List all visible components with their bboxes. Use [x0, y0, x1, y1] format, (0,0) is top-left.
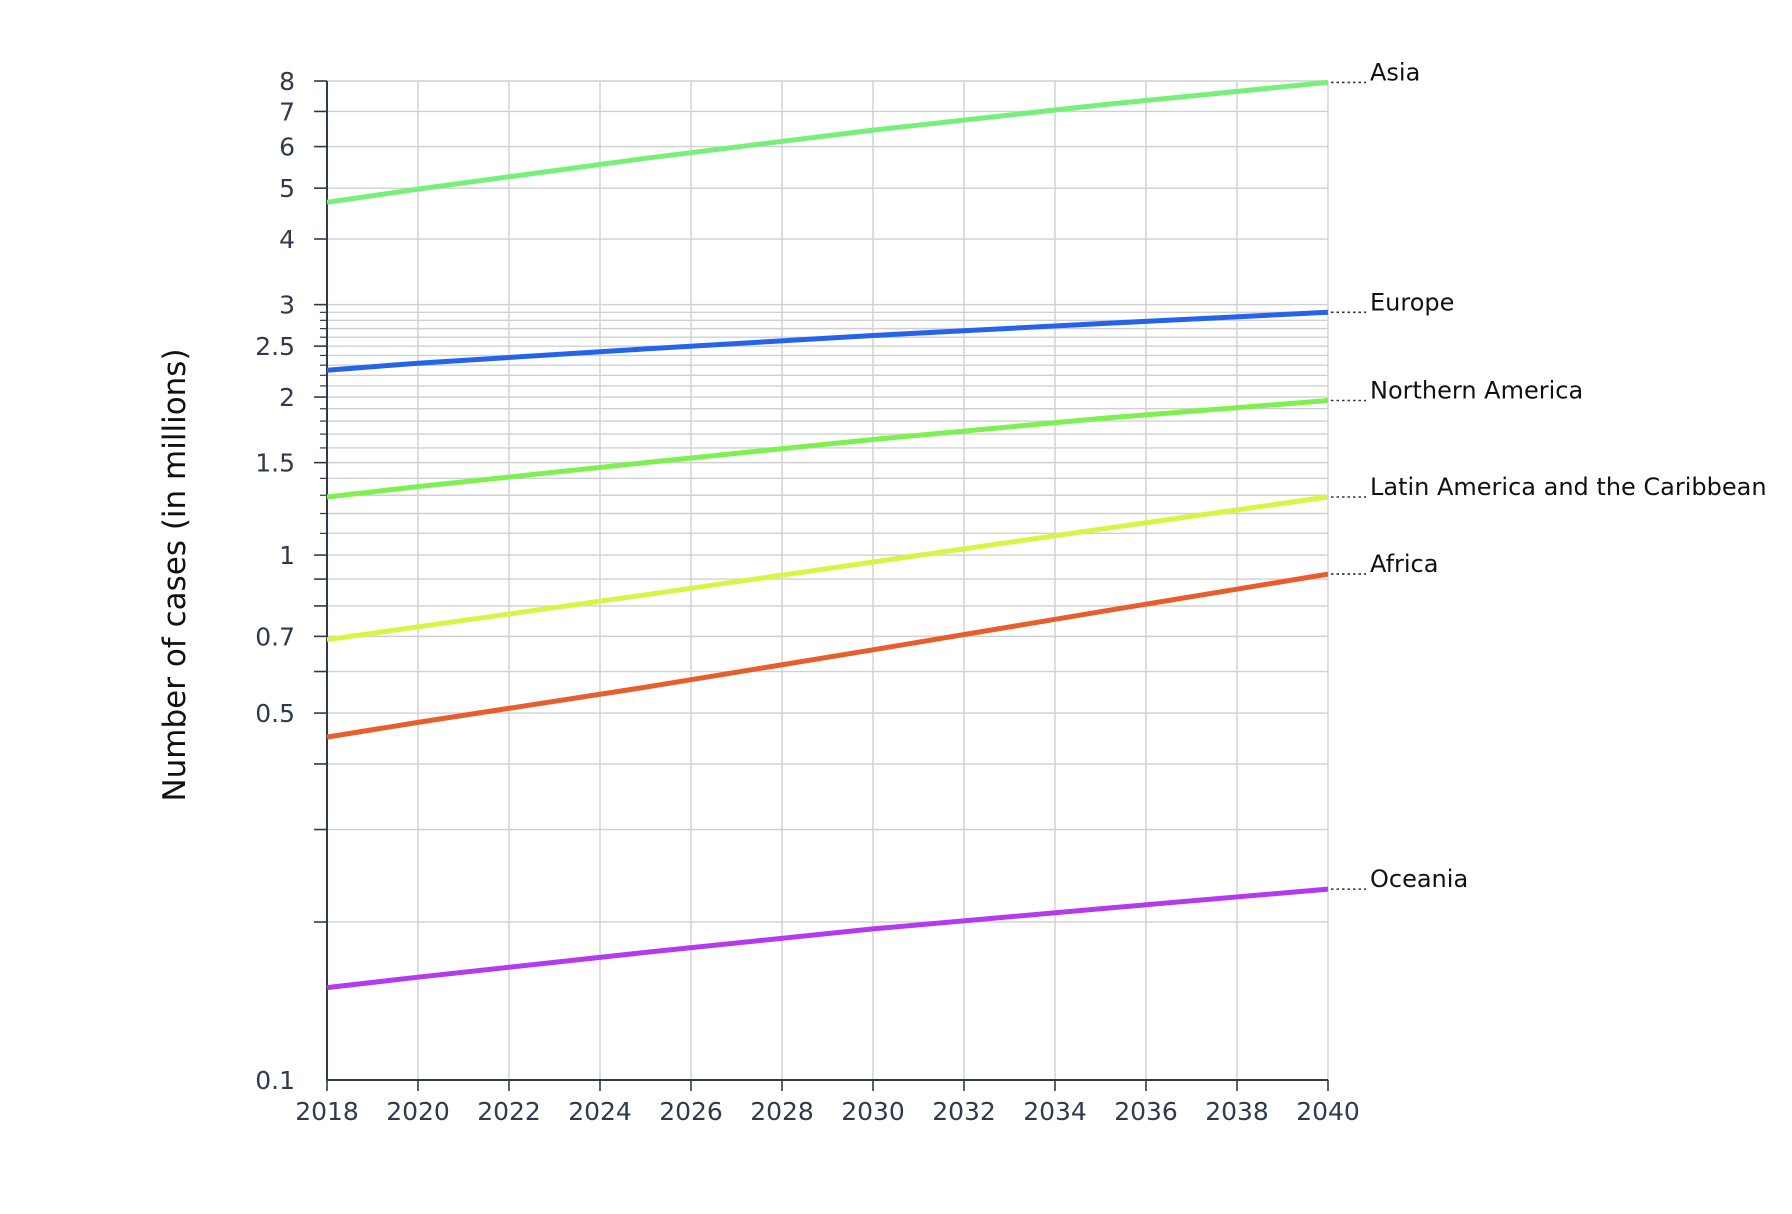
series-end-label: Latin America and the Caribbean — [1370, 473, 1767, 501]
series-line-asia — [326, 79, 1329, 205]
series-end-label: Europe — [1370, 288, 1454, 316]
x-tick-label: 2030 — [841, 1097, 905, 1126]
y-tick-label: 6 — [279, 133, 295, 162]
series-end-labels: Asia Europe Northern America Latin America … — [1331, 58, 1767, 893]
y-axis-title: Number of cases (in millions) — [157, 348, 193, 801]
x-tick-label: 2036 — [1114, 1097, 1178, 1126]
x-tick-label: 2022 — [477, 1097, 541, 1126]
x-tick-label: 2040 — [1296, 1097, 1360, 1126]
y-tick-label: 7 — [279, 97, 295, 126]
x-tick-label: 2024 — [568, 1097, 632, 1126]
series-line-africa — [326, 571, 1329, 740]
series-line-oceania — [326, 886, 1329, 991]
y-tick-label: 8 — [279, 67, 295, 96]
y-tick-label: 1.5 — [255, 449, 295, 478]
x-tick-label: 2018 — [295, 1097, 359, 1126]
series-end-label: Oceania — [1370, 865, 1468, 893]
x-tick-label: 2028 — [750, 1097, 814, 1126]
series-end-label: Asia — [1370, 58, 1420, 86]
y-tick-label: 0.1 — [255, 1066, 295, 1095]
y-tick-label: 2.5 — [255, 332, 295, 361]
x-tick-label: 2038 — [1205, 1097, 1269, 1126]
x-tick-label: 2034 — [1023, 1097, 1087, 1126]
series-end-label: Northern America — [1370, 376, 1583, 404]
x-tick-label: 2020 — [386, 1097, 450, 1126]
y-tick-label: 2 — [279, 383, 295, 412]
y-tick-label: 3 — [279, 291, 295, 320]
series-end-label: Africa — [1370, 550, 1438, 578]
series-line-europe — [326, 309, 1329, 373]
series-line-northern-america — [326, 398, 1329, 500]
y-tick-label: 0.7 — [255, 622, 295, 651]
y-tick-label: 5 — [279, 174, 295, 203]
y-tick-label: 4 — [279, 225, 295, 254]
y-tick-label: 1 — [279, 541, 295, 570]
axes: 2018 2020 2022 2024 2026 2028 2030 2032 2034 2036… — [255, 67, 1360, 1126]
grid-lines — [327, 80, 1329, 1080]
x-tick-label: 2032 — [932, 1097, 996, 1126]
series-lines — [326, 79, 1329, 991]
x-tick-label: 2026 — [659, 1097, 723, 1126]
y-tick-label: 0.5 — [255, 699, 295, 728]
series-line-latin-america-and-the-caribbean — [326, 494, 1329, 643]
